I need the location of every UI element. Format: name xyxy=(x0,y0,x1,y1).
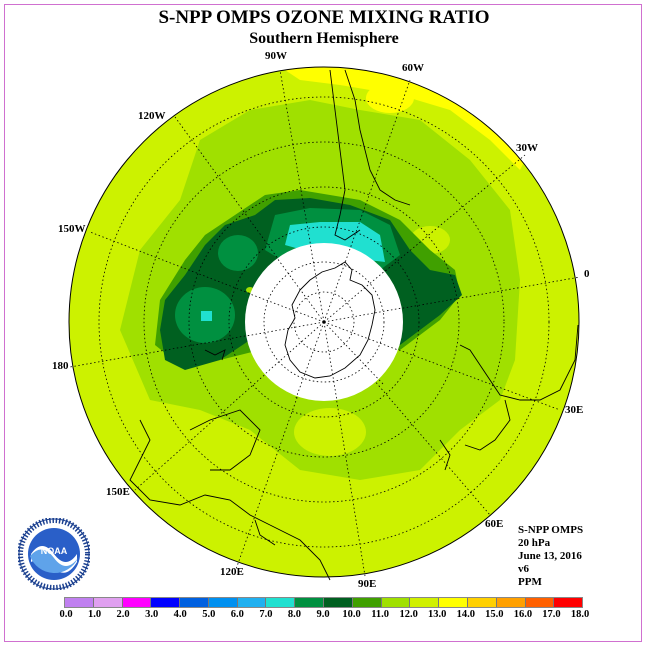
colorbar-cell xyxy=(467,598,497,607)
colorbar-cell xyxy=(554,598,583,607)
colorbar-cell xyxy=(180,598,209,607)
info-date: June 13, 2016 xyxy=(518,550,582,562)
colorbar-tick-label: 1.0 xyxy=(87,609,102,620)
colorbar-cell xyxy=(352,598,382,607)
colorbar-cell xyxy=(266,598,296,607)
colorbar-tick-label: 15.0 xyxy=(485,609,504,620)
colorbar-tick-label: 3.0 xyxy=(145,609,159,620)
colorbar-tick-label: 2.0 xyxy=(116,609,130,620)
lon-label-30w: 30W xyxy=(516,142,538,154)
colorbar-cell xyxy=(381,598,411,607)
field-bright-green-west2 xyxy=(218,235,258,271)
colorbar-cell xyxy=(151,598,181,607)
info-version: v6 xyxy=(518,563,529,575)
lon-label-90w: 90W xyxy=(265,50,287,62)
colorbar-cell xyxy=(496,598,526,607)
map-disc-border xyxy=(68,66,580,578)
colorbar-tick-label: 13.0 xyxy=(428,609,447,620)
lon-label-0: 0 xyxy=(584,268,590,280)
colorbar-cell xyxy=(295,598,325,607)
colorbar-tick-label: 9.0 xyxy=(316,609,330,620)
colorbar-tick-label: 18.0 xyxy=(570,609,590,620)
colorbar-tick-label: 0.0 xyxy=(59,609,73,620)
colorbar-ticks: 0.0 1.0 2.0 3.0 4.0 5.0 6.0 7.0 8.0 9.0 10.0 11.0 12… xyxy=(0,609,648,623)
info-units: PPM xyxy=(518,576,542,588)
colorbar-tick-label: 14.0 xyxy=(456,609,475,620)
colorbar-tick-label: 4.0 xyxy=(173,609,187,620)
colorbar-cell xyxy=(208,598,238,607)
colorbar-tick-label: 16.0 xyxy=(513,609,533,620)
map-subtitle: Southern Hemisphere xyxy=(249,30,399,47)
colorbar-tick-label: 5.0 xyxy=(202,609,216,620)
antarctica-coastline xyxy=(284,261,376,379)
coastlines xyxy=(129,69,579,581)
field-light-green-lower xyxy=(294,408,366,456)
info-instrument: S-NPP OMPS xyxy=(518,524,584,536)
noaa-logo: NOAA xyxy=(18,518,90,590)
colorbar-cell xyxy=(93,598,123,607)
lon-label-150w: 150W xyxy=(58,223,86,235)
colorbar-tick-label: 8.0 xyxy=(287,609,301,620)
colorbar-cell xyxy=(237,598,267,607)
colorbar-cell xyxy=(65,598,94,607)
colorbar-cell xyxy=(324,598,353,607)
lon-label-60w: 60W xyxy=(402,62,424,74)
lon-label-30e: 30E xyxy=(565,404,584,416)
field-yellow-top-blob xyxy=(366,83,414,113)
info-block: S-NPP OMPS 20 hPa June 13, 2016 v6 PPM xyxy=(518,524,583,589)
colorbar-cell xyxy=(525,598,555,607)
lon-label-120e: 120E xyxy=(220,566,244,578)
lon-label-90e: 90E xyxy=(358,578,377,590)
south-pole-dot xyxy=(322,320,326,324)
colorbar-cell xyxy=(122,598,152,607)
colorbar-tick-label: 7.0 xyxy=(259,609,273,620)
colorbar xyxy=(64,597,583,608)
colorbar-tick-label: 6.0 xyxy=(230,609,244,620)
lon-label-180: 180 xyxy=(52,360,69,372)
colorbar-cell xyxy=(410,598,440,607)
info-level: 20 hPa xyxy=(518,537,551,549)
colorbar-tick-label: 17.0 xyxy=(542,609,561,620)
colorbar-tick-label: 10.0 xyxy=(342,609,361,620)
lon-label-150e: 150E xyxy=(106,486,130,498)
colorbar-tick-label: 12.0 xyxy=(399,609,418,620)
lon-label-120w: 120W xyxy=(138,110,166,122)
lon-label-60e: 60E xyxy=(485,518,504,530)
svg-text:NOAA: NOAA xyxy=(41,546,68,556)
page-frame xyxy=(4,4,642,642)
colorbar-cell xyxy=(439,598,468,607)
field-teal-spot xyxy=(201,311,212,321)
colorbar-tick-label: 11.0 xyxy=(371,609,390,620)
map-title: S-NPP OMPS OZONE MIXING RATIO xyxy=(158,7,490,28)
